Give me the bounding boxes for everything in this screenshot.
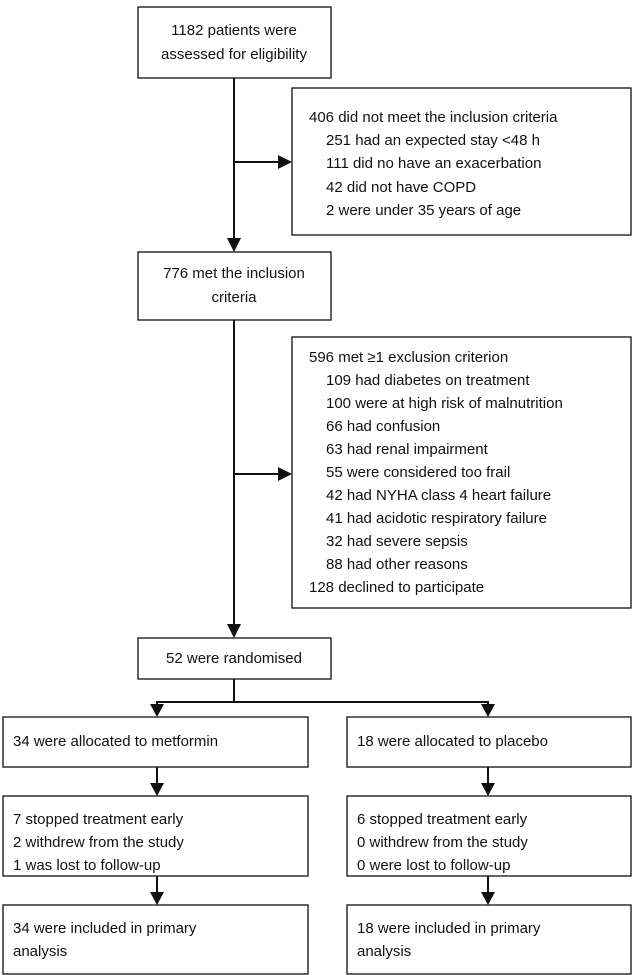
box-text: 6 stopped treatment early [357,811,528,828]
box-text: 52 were randomised [166,650,302,667]
box-text: assessed for eligibility [161,46,307,63]
follow-up-box [346,795,632,877]
box-text: analysis [357,943,411,960]
box-text: criteria [211,289,257,306]
box-item: 63 had renal impairment [326,441,489,458]
box-text: 776 met the inclusion [163,265,305,282]
box-item: 66 had confusion [326,418,440,435]
analysis-box [2,904,309,975]
box-item: 42 did not have COPD [326,179,476,196]
randomised-box [137,637,332,680]
box-item: 100 were at high risk of malnutrition [326,395,563,412]
box-heading: 406 did not meet the inclusion criteria [309,109,558,126]
connectors [150,78,495,905]
allocation-box [346,716,632,768]
box-item: 88 had other reasons [326,556,468,573]
box-item: 42 had NYHA class 4 heart failure [326,487,551,504]
eligible-box [137,251,332,321]
box-footer: 128 declined to participate [309,579,484,596]
box-text: 1 was lost to follow-up [13,857,161,874]
box-text: 7 stopped treatment early [13,811,184,828]
box-text: 34 were allocated to metformin [13,733,218,750]
box-text: 18 were allocated to placebo [357,733,548,750]
box-text: 0 withdrew from the study [357,834,528,851]
not-eligible-box [291,87,632,236]
box-item: 55 were considered too frail [326,464,510,481]
box-item: 2 were under 35 years of age [326,202,521,219]
box-item: 109 had diabetes on treatment [326,372,530,389]
screening-box [137,6,332,79]
box-item: 32 had severe sepsis [326,533,468,550]
follow-up-box [2,795,309,877]
excluded-box [291,336,632,609]
box-text: 18 were included in primary [357,920,541,937]
box-item: 111 did no have an exacerbation [326,155,541,172]
box-text: 1182 patients were [171,22,297,39]
box-heading: 596 met ≥1 exclusion criterion [309,349,508,366]
box-text: 0 were lost to follow-up [357,857,510,874]
box-item: 251 had an expected stay <48 h [326,132,540,149]
box-text: analysis [13,943,67,960]
box-text: 2 withdrew from the study [13,834,184,851]
allocation-box [2,716,309,768]
box-text: 34 were included in primary [13,920,197,937]
analysis-box [346,904,632,975]
box-item: 41 had acidotic respiratory failure [326,510,547,527]
